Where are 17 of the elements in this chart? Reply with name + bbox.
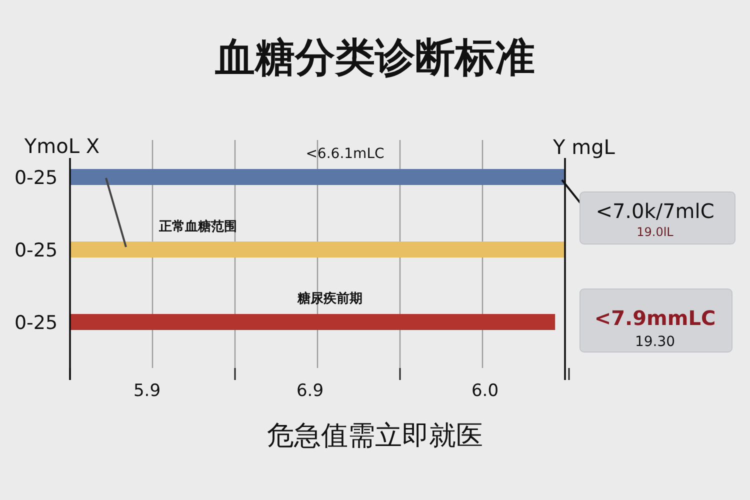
annotation: 正常血糖范围 (158, 218, 237, 234)
x-axis-title: 危急值需立即就医 (267, 420, 483, 452)
text: <7.9mmLC (594, 306, 716, 330)
y-axis-title: YmoL X (23, 134, 100, 158)
text: 6.9 (296, 381, 324, 401)
y2-axis-title: Y mgL (552, 135, 616, 159)
annotation: 糖尿疾前期 (296, 290, 362, 306)
text: 5.9 (133, 381, 161, 401)
text: 19.30 (634, 334, 676, 350)
text: 6.0 (471, 381, 499, 401)
text: 19.0lL (636, 225, 674, 239)
y-tick-label: 0-25 (14, 167, 58, 189)
text: <7.0k/7mlC (596, 199, 714, 223)
annotation: <6.6.1mLC (306, 146, 384, 162)
chart-title: 血糖分类诊断标准 (214, 35, 535, 81)
y-tick-label: 0-25 (14, 240, 58, 262)
y-tick-label: 0-25 (14, 312, 58, 334)
